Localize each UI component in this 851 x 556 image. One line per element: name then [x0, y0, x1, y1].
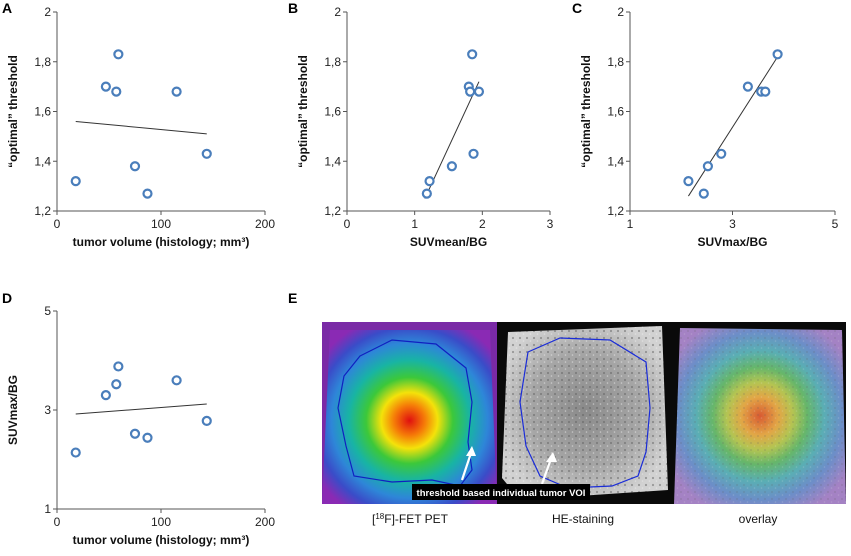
data-point: [129, 428, 141, 439]
x-tick-label: 200: [255, 217, 275, 231]
x-tick-label: 5: [832, 217, 839, 231]
y-tick-label: 1,6: [607, 105, 624, 119]
x-axis-label: tumor volume (histology; mm³): [73, 235, 250, 249]
y-tick-label: 1,2: [34, 204, 51, 218]
data-point: [772, 49, 783, 60]
annotation-text: threshold based individual tumor VOI: [417, 488, 586, 499]
x-axis-label: SUVmean/BG: [410, 235, 487, 249]
panel-label-e: E: [288, 290, 297, 306]
caption-he: HE-staining: [552, 512, 614, 526]
y-axis-label: “optimal” threshold: [6, 55, 20, 168]
data-point: [446, 161, 457, 172]
x-tick-label: 0: [344, 217, 351, 231]
x-tick-label: 200: [255, 515, 275, 529]
data-point: [467, 49, 478, 60]
overlay-image: [670, 322, 846, 504]
y-tick-label: 1,2: [607, 204, 624, 218]
y-tick-label: 2: [334, 5, 341, 19]
caption-pet: [18F]-FET PET: [372, 512, 449, 526]
x-tick-label: 100: [151, 217, 171, 231]
data-point: [683, 176, 694, 187]
panel-label-c: C: [572, 0, 582, 16]
arrowhead-pet: [466, 446, 476, 456]
y-tick-label: 3: [44, 403, 51, 417]
x-tick-label: 0: [54, 515, 61, 529]
y-tick-label: 2: [617, 5, 624, 19]
pet-image: [322, 322, 497, 504]
y-tick-label: 1,8: [34, 55, 51, 69]
x-tick-label: 1: [411, 217, 418, 231]
data-point: [473, 86, 485, 97]
y-tick-label: 1,6: [324, 105, 341, 119]
data-point: [201, 148, 212, 159]
x-tick-label: 2: [479, 217, 486, 231]
panel-e-images: threshold based individual tumor VOI: [322, 322, 846, 504]
caption-pet-main: F]-FET PET: [384, 512, 448, 526]
y-tick-label: 1,8: [324, 55, 341, 69]
y-tick-label: 2: [44, 5, 51, 19]
data-point: [421, 188, 432, 199]
data-point: [424, 176, 435, 187]
chart-b: 1,2 1,4 1,6 1,8 2 0 1 2 3 SUVmean/BG “optimal” thr…: [296, 5, 554, 249]
panel-label-d: D: [2, 290, 12, 306]
trendline: [75, 403, 207, 415]
data-point: [113, 361, 124, 372]
y-tick-label: 5: [44, 304, 51, 318]
y-axis-label: “optimal” threshold: [296, 55, 310, 168]
data-point: [129, 161, 141, 172]
data-point: [468, 148, 479, 159]
x-tick-label: 1: [627, 217, 634, 231]
y-tick-label: 1,4: [607, 154, 624, 168]
y-tick-label: 1,4: [34, 154, 51, 168]
chart-c: 1,2 1,4 1,6 1,8 2 1 3 5 SUVmax/BG “optimal” thres…: [579, 5, 839, 249]
x-axis-label: SUVmax/BG: [697, 235, 767, 249]
he-voi-contour: [519, 337, 651, 489]
arrowhead-he: [546, 452, 557, 462]
trendline: [75, 120, 207, 135]
data-point: [171, 375, 182, 386]
x-tick-label: 0: [54, 217, 61, 231]
data-point: [201, 415, 212, 426]
chart-d: 1 3 5 0 100 200 tumor volume (histology; mm³) S…: [6, 304, 275, 547]
data-point: [465, 86, 476, 97]
y-axis-label: SUVmax/BG: [6, 375, 20, 445]
data-point: [142, 188, 153, 199]
data-point: [171, 86, 182, 97]
y-axis-label: “optimal” threshold: [579, 55, 593, 168]
y-tick-label: 1,2: [324, 204, 341, 218]
data-point: [142, 432, 153, 443]
x-axis-label: tumor volume (histology; mm³): [73, 533, 250, 547]
panel-label-a: A: [2, 0, 12, 16]
data-point: [716, 148, 727, 159]
data-point: [70, 447, 81, 458]
data-point: [742, 81, 753, 92]
caption-overlay: overlay: [739, 512, 778, 526]
trendline: [688, 56, 779, 197]
y-tick-label: 1,4: [324, 154, 341, 168]
x-tick-label: 3: [547, 217, 554, 231]
data-point: [698, 188, 709, 199]
data-point: [760, 86, 771, 97]
he-image: [497, 322, 670, 504]
y-tick-label: 1,8: [607, 55, 624, 69]
x-tick-label: 3: [729, 217, 736, 231]
data-point: [111, 86, 122, 97]
data-point: [113, 49, 124, 60]
data-point: [100, 81, 111, 92]
y-tick-label: 1,6: [34, 105, 51, 119]
data-point: [702, 161, 714, 172]
y-tick-label: 1: [44, 502, 51, 516]
chart-a: 1,2 1,4 1,6 1,8 2 0 100 200 tumor volume (histol…: [6, 5, 275, 249]
annotation-box: [412, 484, 590, 500]
panel-label-b: B: [288, 0, 298, 16]
data-point: [111, 379, 122, 390]
caption-pet-sup: 18: [375, 512, 384, 521]
data-point: [70, 176, 81, 187]
x-tick-label: 100: [151, 515, 171, 529]
data-point: [100, 390, 111, 401]
